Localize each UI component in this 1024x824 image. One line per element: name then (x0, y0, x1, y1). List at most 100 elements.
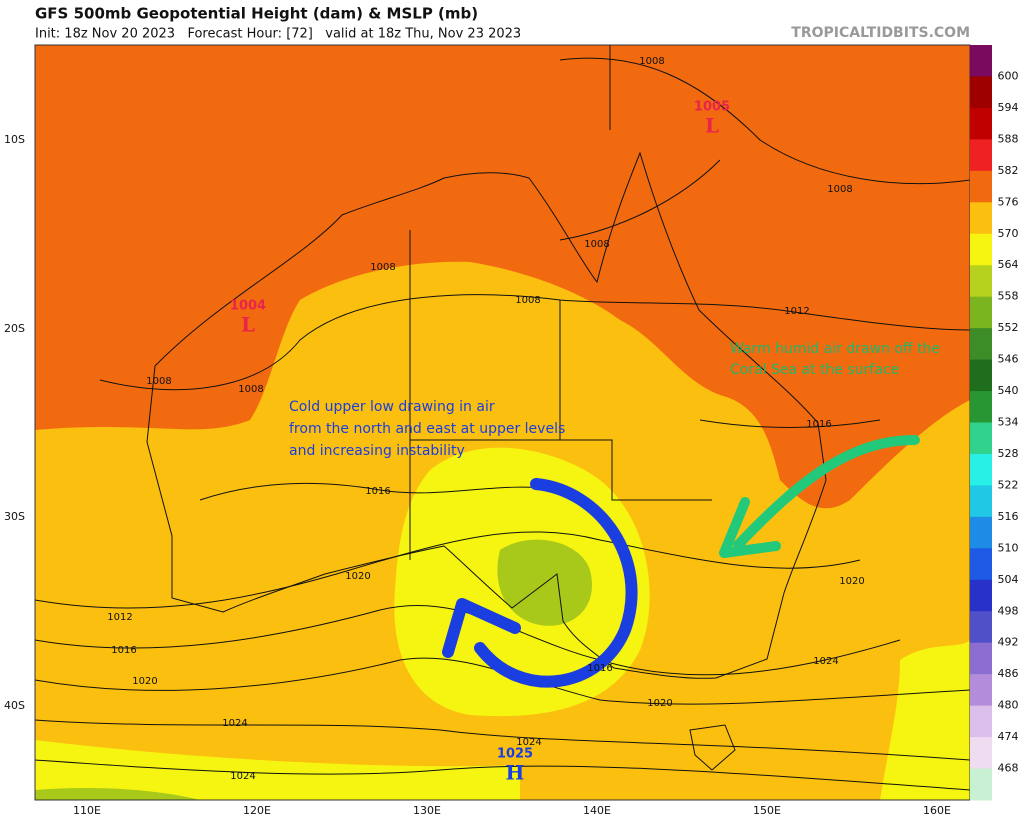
isobar-label: 1008 (584, 239, 609, 250)
colorbar-segment (970, 107, 992, 140)
annotation-line: from the north and east at upper levels (289, 421, 565, 437)
colorbar-label: 576 (998, 195, 1019, 208)
colorbar-segment (970, 139, 992, 172)
lat-label: 40S (4, 699, 25, 712)
colorbar-label: 480 (998, 699, 1019, 712)
colorbar-segment (970, 579, 992, 612)
isobar-label: 1020 (839, 576, 864, 587)
colorbar-label: 528 (998, 447, 1019, 460)
flow-arrow (733, 435, 920, 550)
colorbar-label: 588 (998, 132, 1019, 145)
arrow-head (442, 598, 521, 658)
colorbar-segment (970, 516, 992, 549)
isobar-label: 1016 (365, 486, 390, 497)
isobar-label: 1008 (515, 295, 540, 306)
isobar-label: 1008 (370, 262, 395, 273)
colorbar-segment (970, 45, 992, 77)
colorbar-segment (970, 170, 992, 203)
colorbar-label: 582 (998, 164, 1019, 177)
pressure-center: H (506, 761, 525, 785)
colorbar-label: 594 (998, 101, 1019, 114)
colorbar-segment (970, 485, 992, 518)
isobar-label: 1016 (587, 663, 612, 674)
site: TROPICALTIDBITS.COM (791, 25, 970, 41)
colorbar-segment (970, 548, 992, 581)
colorbar-label: 474 (998, 730, 1019, 743)
isobar-label: 1012 (784, 306, 809, 317)
lon-label: 160E (923, 804, 951, 817)
map-area (35, 45, 970, 800)
flow-arrow (474, 478, 638, 688)
colorbar-segment (970, 422, 992, 455)
lon-label: 150E (753, 804, 781, 817)
annotation-line: Coral Sea at the surface (730, 362, 899, 378)
annotation-line: and increasing instability (289, 443, 465, 459)
colorbar-segment (970, 391, 992, 423)
annotation-line: Cold upper low drawing in air (289, 399, 495, 415)
colorbar-label: 486 (998, 667, 1019, 680)
pressure-center: L (241, 313, 255, 337)
lon-label: 110E (73, 804, 101, 817)
lat-label: 20S (4, 322, 25, 335)
isobar-label: 1008 (146, 376, 171, 387)
colorbar-label: 498 (998, 604, 1019, 617)
colorbar-segment (970, 674, 992, 707)
isobar-label: 1024 (222, 718, 247, 729)
isobar-label: 1020 (345, 571, 370, 582)
lat-label: 30S (4, 510, 25, 523)
lat-label: 10S (4, 133, 25, 146)
isobar-label: 1024 (516, 737, 541, 748)
colorbar-label: 534 (998, 416, 1019, 429)
colorbar-label: 492 (998, 636, 1019, 649)
coastline (146, 45, 827, 771)
lon-label: 130E (413, 804, 441, 817)
lon-label: 120E (243, 804, 271, 817)
pressure-value: 1025 (497, 747, 533, 762)
annotation-line: Warm humid air drawn off the (730, 341, 940, 357)
colorbar-label: 504 (998, 573, 1019, 586)
isobar-label: 1024 (813, 656, 838, 667)
isobar-label: 1020 (132, 676, 157, 687)
colorbar-segment (970, 328, 992, 361)
colorbar-segment (970, 737, 992, 770)
subtitle: Init: 18z Nov 20 2023 Forecast Hour: [72… (35, 27, 521, 42)
pressure-value: 1004 (230, 299, 266, 314)
colorbar-segment (970, 265, 992, 298)
colorbar-label: 522 (998, 478, 1019, 491)
colorbar-label: 558 (998, 290, 1019, 303)
colorbar-label: 552 (998, 321, 1019, 334)
colorbar-segment (970, 768, 992, 801)
isobar-label: 1008 (639, 56, 664, 67)
colorbar-label: 570 (998, 227, 1019, 240)
lon-label: 140E (583, 804, 611, 817)
colorbar-label: 468 (998, 762, 1019, 775)
pressure-center: L (705, 114, 719, 138)
colorbar-label: 510 (998, 541, 1019, 554)
isobar-label: 1008 (238, 384, 263, 395)
colorbar-segment (970, 642, 992, 675)
colorbar-segment (970, 76, 992, 109)
arrow-head (719, 497, 781, 558)
title: GFS 500mb Geopotential Height (dam) & MS… (35, 5, 478, 23)
colorbar-label: 600 (998, 69, 1019, 82)
pressure-value: 1005 (694, 100, 730, 115)
isobar-label: 1008 (827, 184, 852, 195)
colorbar-segment (970, 611, 992, 644)
isobar-label: 1012 (107, 612, 132, 623)
colorbar-label: 564 (998, 258, 1019, 271)
height-564 (35, 788, 200, 800)
colorbar-label: 540 (998, 384, 1019, 397)
isobar-label: 1016 (806, 419, 831, 430)
colorbar-label: 546 (998, 353, 1019, 366)
isobar-label: 1024 (230, 771, 255, 782)
colorbar-segment (970, 296, 992, 329)
colorbar-segment (970, 359, 992, 392)
colorbar-segment (970, 705, 992, 738)
colorbar-segment (970, 202, 992, 235)
height-570 (35, 640, 970, 800)
colorbar-label: 516 (998, 510, 1019, 523)
isobar-label: 1016 (111, 645, 136, 656)
height-564 (497, 539, 592, 626)
